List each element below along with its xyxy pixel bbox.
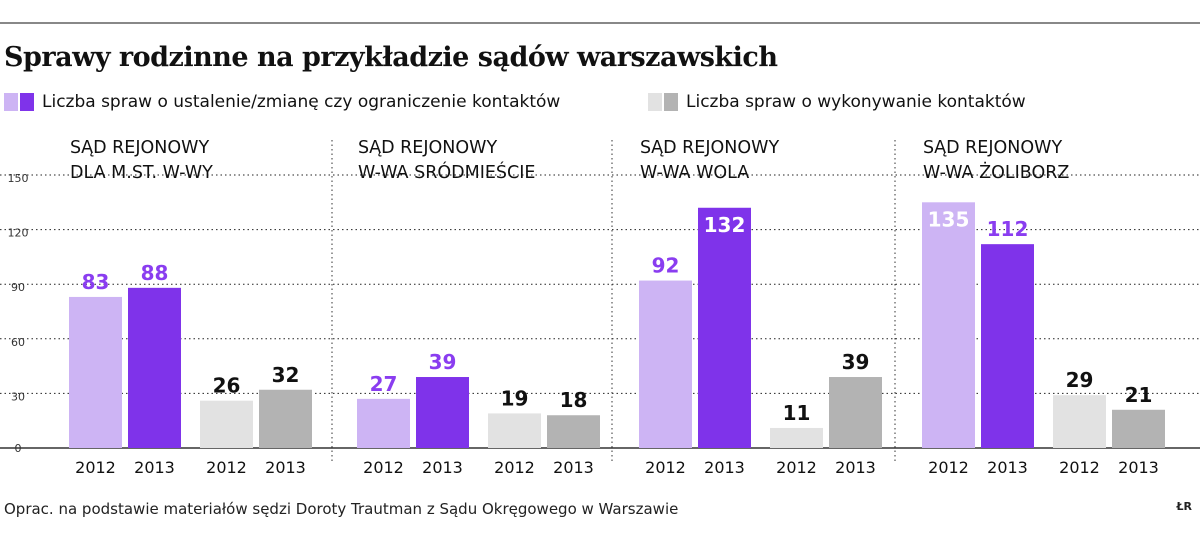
bar-value-label: 18 <box>560 388 588 412</box>
bar-value-label: 132 <box>704 213 746 237</box>
y-tick-label: 90 <box>11 281 25 294</box>
panel-title-line: SĄD REJONOWY <box>640 138 779 158</box>
bar <box>981 244 1034 448</box>
x-tick-label: 2012 <box>1059 458 1100 477</box>
x-tick-label: 2013 <box>134 458 175 477</box>
bar-value-label: 27 <box>370 372 398 396</box>
legend-swatch-b-2012 <box>648 93 662 111</box>
x-tick-label: 2013 <box>1118 458 1159 477</box>
y-tick-label: 150 <box>8 172 29 185</box>
bar-value-label: 21 <box>1125 383 1153 407</box>
panel-title-line: SĄD REJONOWY <box>923 138 1062 158</box>
legend-item-a: Liczba spraw o ustalenie/zmianę czy ogra… <box>4 92 560 112</box>
x-tick-label: 2012 <box>494 458 535 477</box>
panel-title-line: DLA M.ST. W-WY <box>70 163 213 183</box>
bar <box>1112 409 1165 448</box>
source-note: Oprac. na podstawie materiałów sędzi Dor… <box>4 500 679 518</box>
bar-value-label: 112 <box>987 217 1029 241</box>
bar <box>488 413 541 448</box>
bar <box>416 377 469 448</box>
x-tick-label: 2013 <box>265 458 306 477</box>
legend-label-b: Liczba spraw o wykonywanie kontaktów <box>686 92 1026 112</box>
bar-value-label: 88 <box>141 261 169 285</box>
x-tick-label: 2013 <box>422 458 463 477</box>
y-tick-label: 30 <box>11 390 25 403</box>
y-tick-label: 60 <box>11 336 25 349</box>
legend-swatch-a-2013 <box>20 93 34 111</box>
x-tick-label: 2012 <box>75 458 116 477</box>
x-tick-label: 2013 <box>835 458 876 477</box>
legend-item-b: Liczba spraw o wykonywanie kontaktów <box>648 92 1026 112</box>
y-tick-label: 120 <box>8 227 29 240</box>
x-tick-label: 2012 <box>206 458 247 477</box>
bar <box>547 415 600 448</box>
top-rule <box>0 22 1200 24</box>
chart-title: Sprawy rodzinne na przykładzie sądów war… <box>4 42 778 73</box>
bar <box>69 296 122 448</box>
bar <box>128 287 181 448</box>
bar-value-label: 29 <box>1066 368 1094 392</box>
panel-title-line: SĄD REJONOWY <box>70 138 209 158</box>
bar-value-label: 83 <box>82 270 110 294</box>
x-tick-label: 2013 <box>704 458 745 477</box>
panel-title-line: SĄD REJONOWY <box>358 138 497 158</box>
bar-value-label: 39 <box>429 350 457 374</box>
bar <box>639 280 692 448</box>
bar <box>259 389 312 448</box>
panel-title-line: W-WA SRÓDMIEŚCIE <box>358 161 535 183</box>
bar-value-label: 19 <box>501 386 529 410</box>
legend-label-a: Liczba spraw o ustalenie/zmianę czy ogra… <box>42 92 561 112</box>
legend-swatch-b-2013 <box>664 93 678 111</box>
legend: Liczba spraw o ustalenie/zmianę czy ogra… <box>4 92 1194 114</box>
bar-value-label: 11 <box>783 401 811 425</box>
bar <box>200 400 253 448</box>
x-tick-label: 2013 <box>987 458 1028 477</box>
x-tick-label: 2012 <box>776 458 817 477</box>
bar <box>922 202 975 448</box>
bar <box>829 377 882 448</box>
bar-value-label: 92 <box>652 254 680 278</box>
panel-title-line: W-WA ŻOLIBORZ <box>923 162 1069 183</box>
x-tick-label: 2012 <box>363 458 404 477</box>
x-tick-label: 2013 <box>553 458 594 477</box>
legend-swatch-a-2012 <box>4 93 18 111</box>
bar-value-label: 39 <box>842 350 870 374</box>
bar <box>357 398 410 448</box>
bar <box>770 427 823 448</box>
x-tick-label: 2012 <box>928 458 969 477</box>
author-credit: ŁR <box>1176 500 1192 513</box>
x-tick-label: 2012 <box>645 458 686 477</box>
bar <box>698 207 751 448</box>
bar-value-label: 26 <box>213 374 241 398</box>
bar-value-label: 32 <box>272 363 300 387</box>
bar <box>1053 395 1106 448</box>
panel-title-line: W-WA WOLA <box>640 163 749 183</box>
bar-value-label: 135 <box>928 207 970 231</box>
